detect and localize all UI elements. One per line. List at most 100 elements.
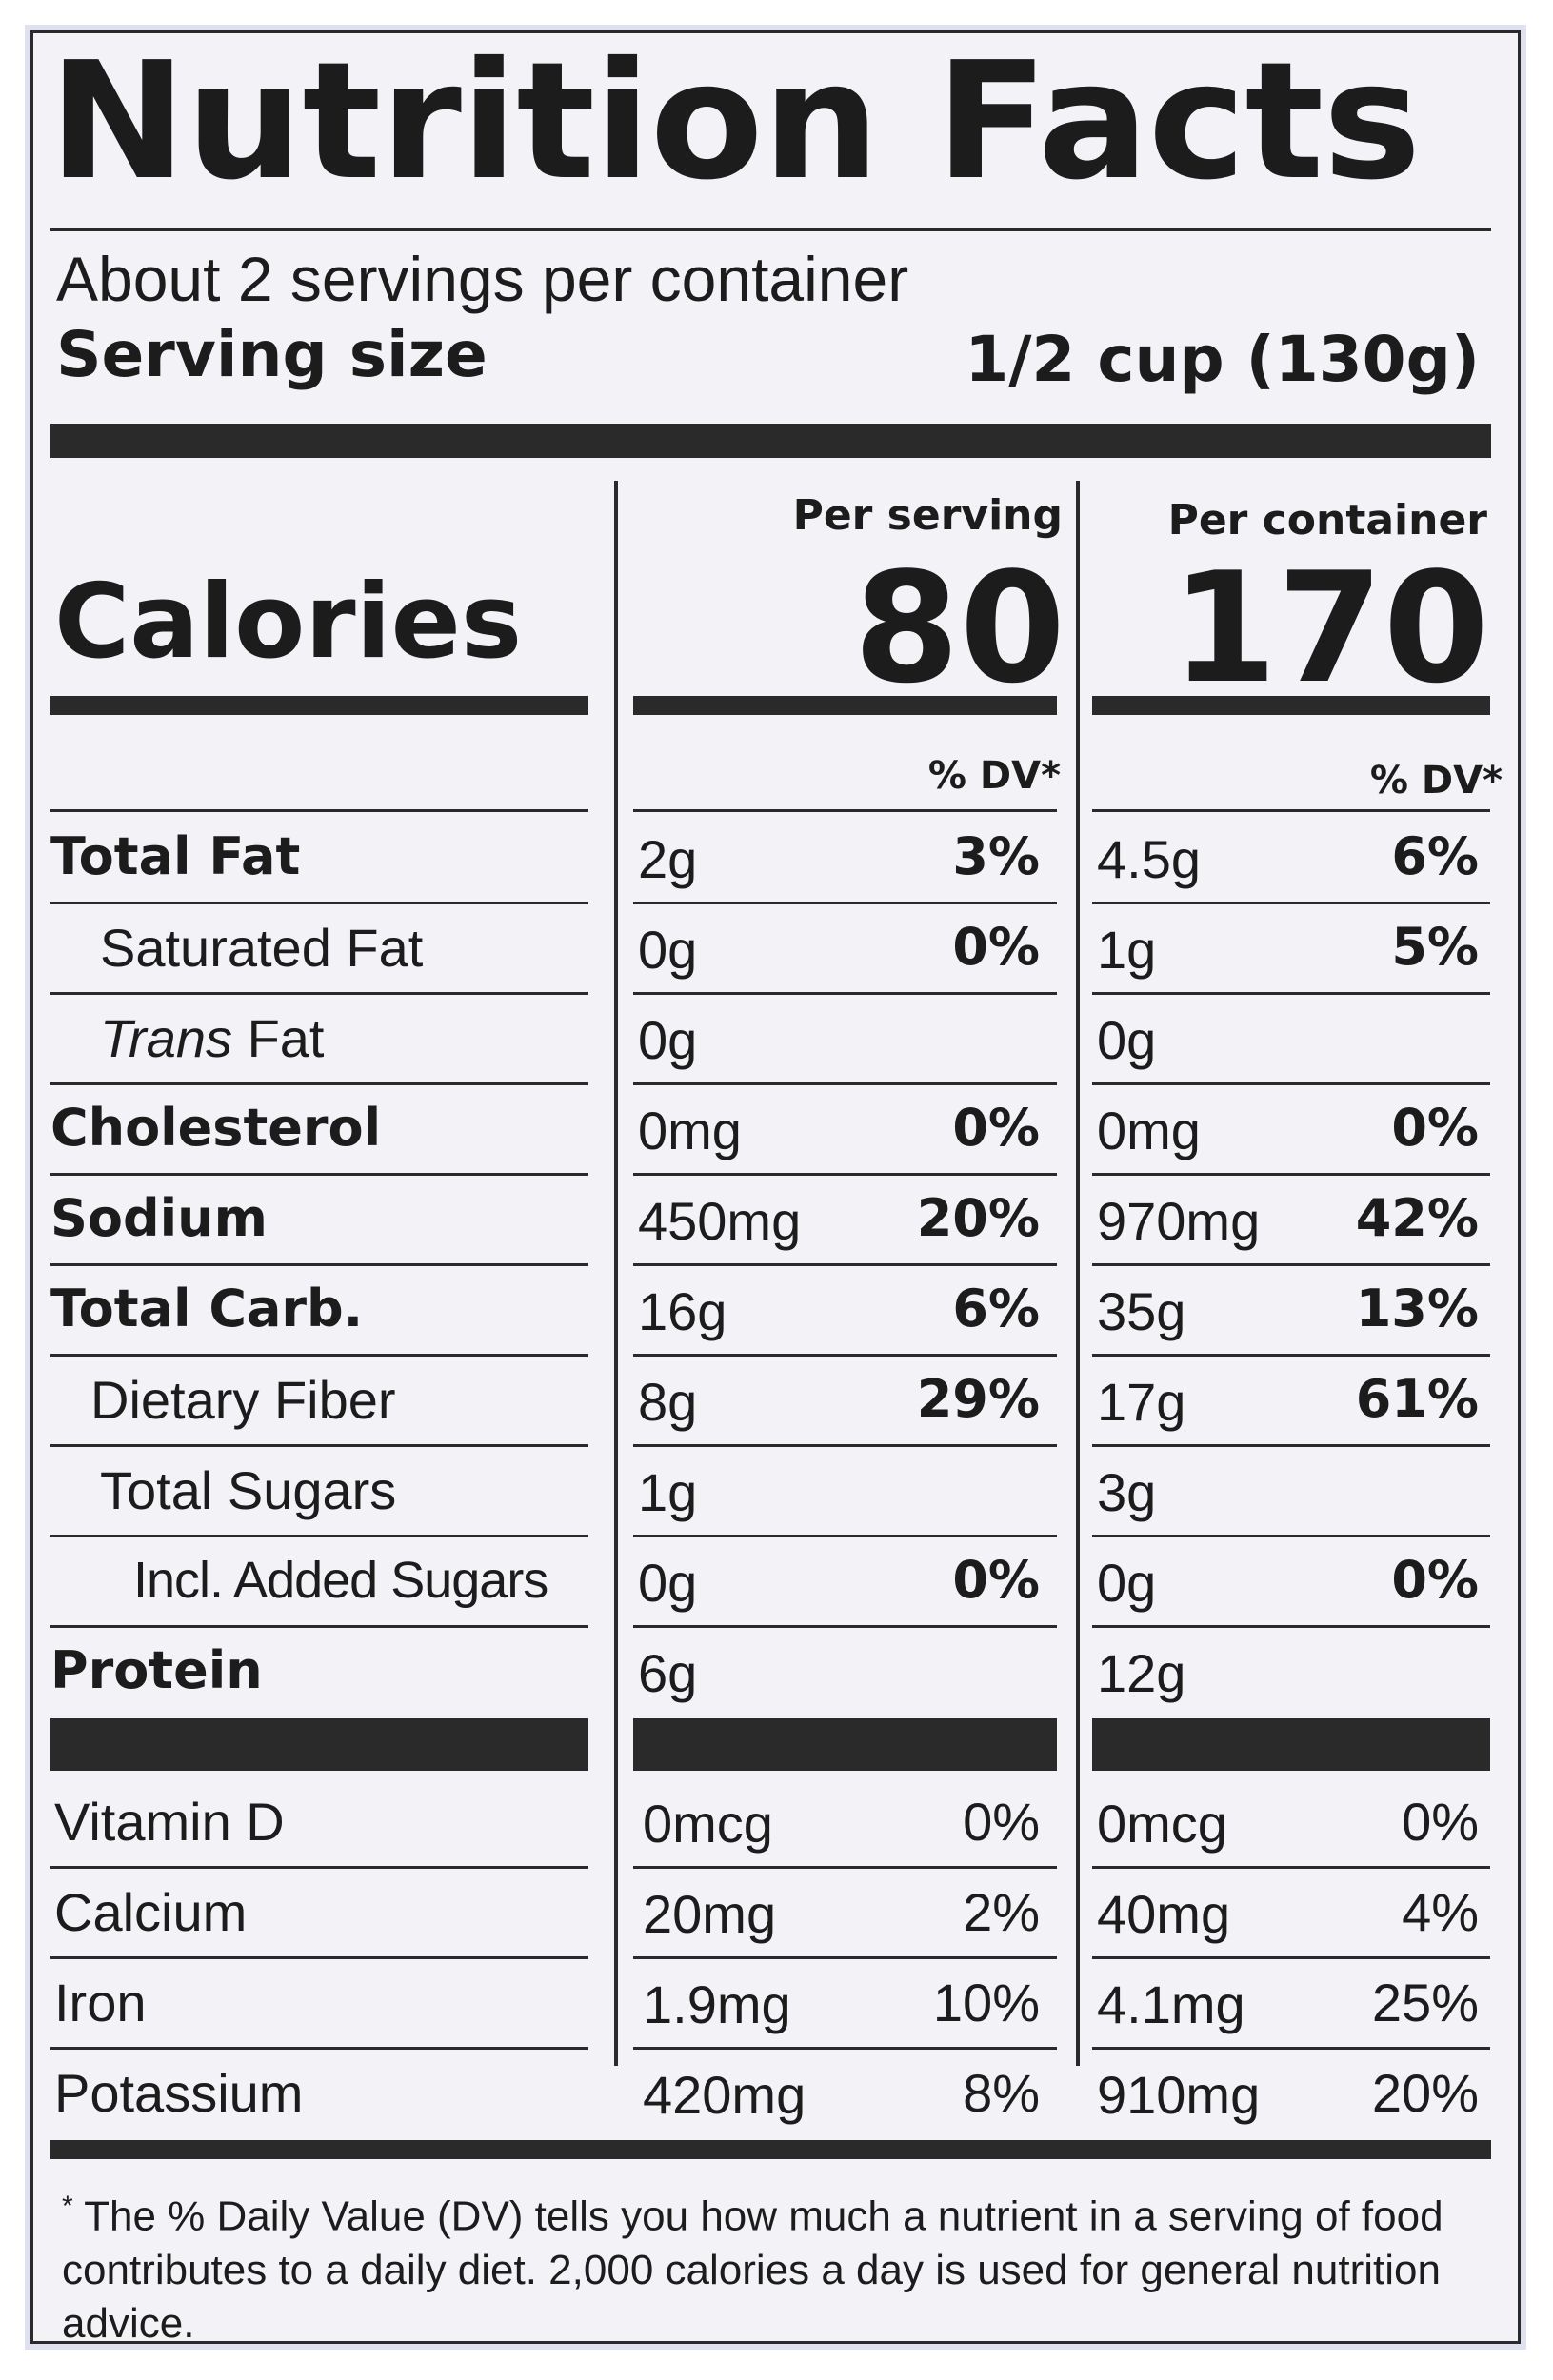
- dv-rule-1: [50, 809, 588, 812]
- row-rule: [50, 902, 588, 904]
- container-dv: 6%: [1391, 826, 1479, 886]
- nutrient-row-protein: Protein 6g 12g: [33, 1628, 1518, 1718]
- serving-dv: 0%: [963, 1792, 1040, 1852]
- nutrient-name: Incl. Added Sugars: [133, 1552, 548, 1609]
- serving-amount: 1g: [638, 1462, 698, 1522]
- container-amount: 3g: [1097, 1462, 1157, 1522]
- column-divider-left: [614, 481, 618, 2066]
- serving-size-value: 1/2 cup (130g): [965, 323, 1480, 396]
- row-rule: [50, 1263, 588, 1266]
- nutrient-name: Total Carb.: [50, 1279, 364, 1339]
- container-dv: 13%: [1355, 1279, 1479, 1339]
- row-rule: [633, 992, 1057, 995]
- row-rule: [50, 1625, 588, 1628]
- serving-amount: 20mg: [643, 1884, 777, 1944]
- row-rule: [50, 1535, 588, 1537]
- row-rule: [50, 1173, 588, 1176]
- nutrient-row-total-carb: Total Carb. 16g 6% 35g 13%: [33, 1266, 1518, 1357]
- row-rule: [633, 1354, 1057, 1357]
- nutrient-row-saturated-fat: Saturated Fat 0g 0% 1g 5%: [33, 904, 1518, 995]
- calories-label: Calories: [54, 563, 523, 682]
- container-amount: 0g: [1097, 1010, 1157, 1070]
- container-amount: 1g: [1097, 920, 1157, 980]
- serving-amount: 6g: [638, 1643, 698, 1703]
- serving-amount: 16g: [638, 1281, 727, 1341]
- serving-dv: 0%: [952, 1550, 1040, 1610]
- protein-rule-3: [1092, 1718, 1490, 1771]
- row-rule: [1092, 902, 1490, 904]
- row-rule: [50, 1956, 588, 1959]
- serving-amount: 0g: [638, 1010, 698, 1070]
- container-dv: 20%: [1371, 2063, 1479, 2123]
- vitamin-name: Iron: [54, 1973, 147, 2033]
- container-amount: 4.5g: [1097, 829, 1201, 889]
- vitamin-row-iron: Iron 1.9mg 10% 4.1mg 25%: [33, 1959, 1518, 2050]
- container-dv: 25%: [1371, 1973, 1479, 2033]
- serving-dv: 0%: [952, 917, 1040, 977]
- vitamin-row-calcium: Calcium 20mg 2% 40mg 4%: [33, 1869, 1518, 1959]
- container-amount: 0g: [1097, 1553, 1157, 1613]
- trans-italic: Trans: [100, 1008, 232, 1068]
- row-rule: [1092, 1625, 1490, 1628]
- servings-per-container: About 2 servings per container: [56, 244, 909, 314]
- nutrient-name: Protein: [50, 1640, 263, 1700]
- row-rule: [633, 1263, 1057, 1266]
- serving-dv: 0%: [952, 1098, 1040, 1158]
- row-rule: [633, 1444, 1057, 1447]
- fat-word: Fat: [247, 1008, 325, 1068]
- serving-amount: 0g: [638, 920, 698, 980]
- container-amount: 12g: [1097, 1643, 1186, 1703]
- thick-rule-top: [50, 424, 1491, 458]
- row-rule: [633, 2047, 1057, 2050]
- nutrient-name: Total Sugars: [100, 1460, 397, 1520]
- per-container-header: Per container: [1167, 496, 1487, 545]
- dv-header-container: % DV*: [1369, 759, 1503, 803]
- serving-dv: 29%: [916, 1369, 1040, 1429]
- dv-rule-2: [633, 809, 1057, 812]
- container-dv: 0%: [1402, 1792, 1479, 1852]
- container-dv: 61%: [1355, 1369, 1479, 1429]
- serving-amount: 0mg: [638, 1101, 742, 1160]
- row-rule: [633, 1173, 1057, 1176]
- row-rule: [633, 1866, 1057, 1869]
- container-dv: 0%: [1391, 1098, 1479, 1158]
- calories-rule-3: [1092, 696, 1490, 715]
- vitamin-name: Calcium: [54, 1882, 248, 1942]
- container-amount: 0mcg: [1097, 1794, 1227, 1854]
- container-amount: 4.1mg: [1097, 1974, 1245, 2034]
- footnote-rule: [50, 2140, 1491, 2159]
- nutrient-name: Total Fat: [50, 826, 301, 886]
- container-dv: 4%: [1402, 1882, 1479, 1942]
- calories-per-container: 170: [1171, 539, 1489, 717]
- calories-rule-2: [633, 696, 1057, 715]
- container-amount: 17g: [1097, 1372, 1186, 1432]
- row-rule: [633, 1956, 1057, 1959]
- serving-dv: 10%: [932, 1973, 1040, 2033]
- label-title: Nutrition Facts: [49, 28, 1422, 216]
- serving-dv: 8%: [963, 2063, 1040, 2123]
- serving-dv: 2%: [963, 1882, 1040, 1942]
- nutrient-row-dietary-fiber: Dietary Fiber 8g 29% 17g 61%: [33, 1357, 1518, 1447]
- container-amount: 0mg: [1097, 1101, 1201, 1160]
- row-rule: [1092, 1263, 1490, 1266]
- row-rule: [50, 1354, 588, 1357]
- calories-per-serving: 80: [853, 539, 1065, 717]
- nutrient-row-sodium: Sodium 450mg 20% 970mg 42%: [33, 1176, 1518, 1266]
- row-rule: [633, 1082, 1057, 1085]
- vitamin-row-vitamin-d: Vitamin D 0mcg 0% 0mcg 0%: [33, 1778, 1518, 1869]
- row-rule: [1092, 992, 1490, 995]
- nutrient-name: Trans Fat: [100, 1012, 324, 1065]
- serving-dv: 3%: [952, 826, 1040, 886]
- serving-amount: 1.9mg: [643, 1974, 791, 2034]
- protein-rule-2: [633, 1718, 1057, 1771]
- row-rule: [1092, 1535, 1490, 1537]
- vitamin-row-potassium: Potassium 420mg 8% 910mg 20%: [33, 2050, 1518, 2140]
- nutrient-row-total-sugars: Total Sugars 1g 3g: [33, 1447, 1518, 1537]
- nutrition-label: Nutrition Facts About 2 servings per con…: [30, 28, 1521, 2347]
- serving-amount: 2g: [638, 829, 698, 889]
- row-rule: [50, 1444, 588, 1447]
- row-rule: [1092, 1866, 1490, 1869]
- nutrient-row-added-sugars: Incl. Added Sugars 0g 0% 0g 0%: [33, 1537, 1518, 1628]
- dv-header-serving: % DV*: [927, 754, 1061, 798]
- row-rule: [1092, 1354, 1490, 1357]
